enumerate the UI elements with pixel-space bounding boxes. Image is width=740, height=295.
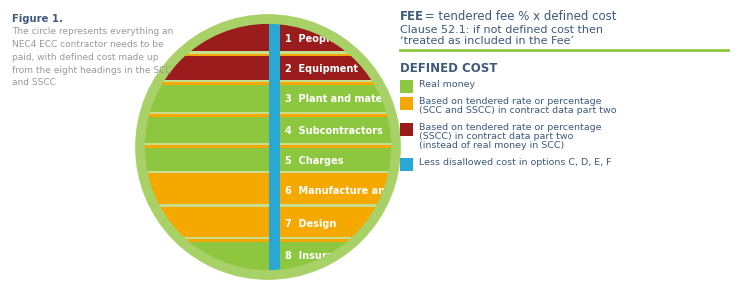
- Bar: [135, 80, 401, 82]
- Bar: [269, 19, 280, 275]
- Bar: [135, 176, 401, 207]
- Bar: [135, 142, 401, 145]
- Bar: [135, 84, 401, 114]
- Text: (SSCC) in contract data part two: (SSCC) in contract data part two: [419, 132, 574, 141]
- Bar: [135, 24, 401, 54]
- Text: Based on tendered rate or percentage: Based on tendered rate or percentage: [419, 96, 602, 106]
- Text: The circle represents everything an
NEC4 ECC contractor needs to be
paid, with d: The circle represents everything an NEC4…: [12, 27, 173, 87]
- Bar: [135, 56, 401, 82]
- Bar: [400, 122, 413, 135]
- Text: ‘treated as included in the Fee’: ‘treated as included in the Fee’: [400, 36, 574, 46]
- Bar: [135, 171, 401, 173]
- Text: 7  Design: 7 Design: [285, 219, 336, 229]
- Text: 6  Manufacture and fabrication: 6 Manufacture and fabrication: [285, 186, 456, 196]
- Bar: [400, 96, 413, 109]
- Text: 5  Charges: 5 Charges: [285, 155, 343, 165]
- Text: 1  People: 1 People: [285, 34, 336, 44]
- Bar: [135, 51, 401, 54]
- Bar: [135, 117, 401, 145]
- Bar: [135, 242, 401, 270]
- Text: 3  Plant and materials: 3 Plant and materials: [285, 94, 406, 104]
- Text: (instead of real money in SCC): (instead of real money in SCC): [419, 142, 565, 150]
- Text: = tendered fee % x defined cost: = tendered fee % x defined cost: [421, 10, 616, 23]
- Bar: [135, 209, 401, 239]
- Bar: [135, 148, 401, 173]
- Bar: [135, 112, 401, 114]
- Circle shape: [140, 19, 396, 275]
- Text: Figure 1.: Figure 1.: [12, 14, 63, 24]
- Text: 2  Equipment: 2 Equipment: [285, 64, 358, 74]
- Text: Real money: Real money: [419, 80, 475, 89]
- Bar: [400, 158, 413, 171]
- Text: Less disallowed cost in options C, D, E, F: Less disallowed cost in options C, D, E,…: [419, 158, 611, 167]
- Text: (SCC and SSCC) in contract data part two: (SCC and SSCC) in contract data part two: [419, 106, 616, 115]
- Text: Based on tendered rate or percentage: Based on tendered rate or percentage: [419, 122, 602, 132]
- Bar: [135, 204, 401, 207]
- Bar: [135, 237, 401, 239]
- Text: DEFINED COST: DEFINED COST: [400, 62, 497, 75]
- Text: 4  Subcontractors: 4 Subcontractors: [285, 126, 383, 136]
- Bar: [400, 80, 413, 93]
- Text: FEE: FEE: [400, 10, 424, 23]
- Text: Clause 52.1: if not defined cost then: Clause 52.1: if not defined cost then: [400, 25, 603, 35]
- Text: 8  Insurance: 8 Insurance: [285, 251, 352, 261]
